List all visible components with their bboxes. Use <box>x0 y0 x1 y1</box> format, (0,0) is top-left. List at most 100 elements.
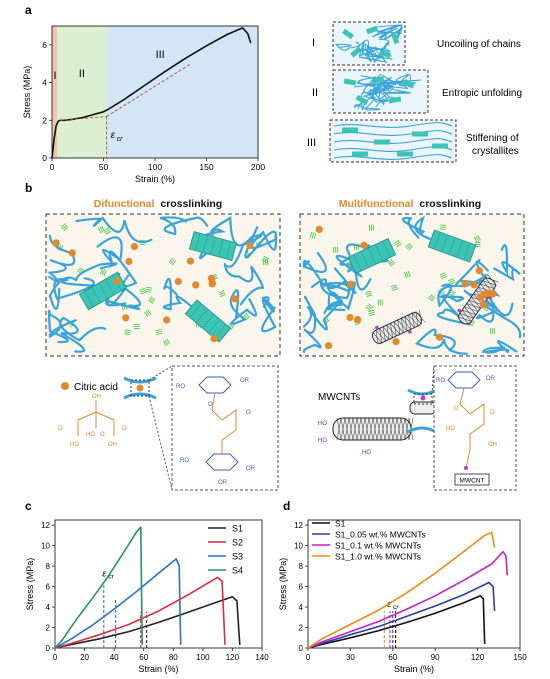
region-III <box>106 26 258 158</box>
atom-label: O <box>58 426 63 432</box>
crystallite <box>352 151 368 157</box>
x-tick-label: 20 <box>80 653 89 662</box>
polymer-chain <box>302 295 322 354</box>
y-tick-label: 8 <box>299 562 304 571</box>
legend-label-S1: S1 <box>232 524 243 534</box>
chart-c-frame <box>54 519 263 649</box>
crosslink-point <box>208 280 216 288</box>
crystallite <box>432 143 448 149</box>
atom-label: OR <box>240 378 250 384</box>
crosslink-point <box>435 333 444 341</box>
crystallite <box>388 96 402 104</box>
crosslink-point <box>163 316 171 324</box>
atom-label: RO <box>176 384 185 390</box>
hbond-mark <box>97 225 105 234</box>
crosslink-point <box>210 335 218 343</box>
hbond-mark <box>168 257 177 266</box>
atom-label: RO <box>180 458 189 464</box>
x-tick-label: 100 <box>196 653 210 662</box>
y-axis-label: Stress (MPa) <box>278 558 288 611</box>
hbond-mark <box>262 259 269 266</box>
x-tick-label: 0 <box>306 653 311 662</box>
hbond-mark <box>124 329 131 336</box>
y-tick-label: 2 <box>46 624 51 633</box>
mechanism-roman-I: I <box>312 37 315 49</box>
legend-label-1: S1_0.05 wt.% MWCNTs <box>335 530 426 540</box>
crosslink-point <box>231 295 239 303</box>
y-tick-label: 6 <box>46 583 51 592</box>
x-tick-label: 80 <box>169 653 178 662</box>
x-tick-label: 0 <box>53 653 58 662</box>
crosslink-point <box>461 279 469 287</box>
panel-c-chart: 0 20 40 60 80 100 120 140 0 2 4 6 8 10 12 Strain (%) Str… <box>25 519 269 674</box>
legend-label-2: S1_0.1 wt.% MWCNTs <box>335 541 421 551</box>
crosslink-point <box>122 314 130 322</box>
atom-label: O <box>208 402 213 408</box>
crosslink-point <box>186 257 194 265</box>
atom-label: RO <box>436 378 445 384</box>
series-line-S1_0.1 wt.% MWCNTs <box>307 550 509 649</box>
crystallite <box>342 127 358 133</box>
atom-label: O <box>122 426 127 432</box>
crystallite <box>371 76 385 84</box>
mechanism-text-I: Uncoiling of chains <box>437 39 521 50</box>
crystallite <box>412 131 428 137</box>
atom-label: HO <box>70 442 79 448</box>
hbond-mark <box>103 227 112 235</box>
hbond-mark <box>405 242 414 251</box>
polymer-chain <box>493 244 521 282</box>
y-tick-label: 0 <box>299 644 304 653</box>
crosslink-point <box>68 249 76 257</box>
x-tick-label: 0 <box>50 162 55 172</box>
y-tick-label: 8 <box>46 562 51 571</box>
legend-label-S3: S3 <box>232 552 243 562</box>
crosslink-point <box>52 239 60 247</box>
crosslink-point <box>479 300 488 308</box>
crosslink-point <box>347 280 355 288</box>
y-tick-label: 0 <box>46 644 51 653</box>
polymer-chain <box>223 263 265 306</box>
crosslink-point <box>192 281 200 289</box>
hbond-mark <box>309 231 317 239</box>
crosslink-point <box>174 277 182 286</box>
mechanism-text-III-line2: crystallites <box>472 146 519 157</box>
crosslink-point <box>325 342 333 350</box>
series-line-S4 <box>54 526 143 649</box>
hbond-mark <box>60 223 69 231</box>
crystallite <box>397 151 413 157</box>
ecr-subscript-c: cr <box>108 573 114 580</box>
crosslink-point <box>246 241 254 250</box>
svg-text:HO: HO <box>318 421 327 427</box>
difunctional-network <box>47 216 278 353</box>
ecr-label: ε <box>111 130 116 141</box>
y-tick-label: 0 <box>42 153 47 163</box>
difunctional-chem-box <box>171 365 279 491</box>
svg-text:HO: HO <box>362 450 371 456</box>
polymer-chain <box>59 316 107 353</box>
hbond-mark <box>368 309 376 317</box>
polymer-chain <box>401 215 431 240</box>
x-tick-label: 120 <box>226 653 240 662</box>
citric-acid-label: Citric acid <box>74 382 118 393</box>
hbond-mark <box>394 239 402 248</box>
hbond-mark <box>473 234 481 243</box>
atom-label: OR <box>246 466 256 472</box>
panel-b-right-title: Multifunctional crosslinking <box>339 198 481 210</box>
ecr-subscript-d: cr <box>393 604 399 611</box>
hbond-mark <box>387 258 396 267</box>
mechanism-text-III-line1: Stiffening of <box>466 133 519 144</box>
y-tick-label: 10 <box>294 542 303 551</box>
polymer-chain <box>482 339 518 354</box>
polymer-chain <box>47 309 77 344</box>
polymer-chain <box>229 289 258 325</box>
panel-d-letter: d <box>283 499 290 513</box>
mechanism-roman-II: II <box>312 87 318 99</box>
crystallite <box>350 46 362 58</box>
hbond-mark <box>365 290 373 298</box>
y-tick-label: 10 <box>41 542 50 551</box>
polymer-chain <box>319 267 357 300</box>
polymer-chain <box>354 96 380 111</box>
series-line-S1_1.0 wt.% MWCNTs <box>307 531 496 649</box>
legend-label-0: S1 <box>335 519 346 529</box>
hbond-mark <box>162 338 171 347</box>
